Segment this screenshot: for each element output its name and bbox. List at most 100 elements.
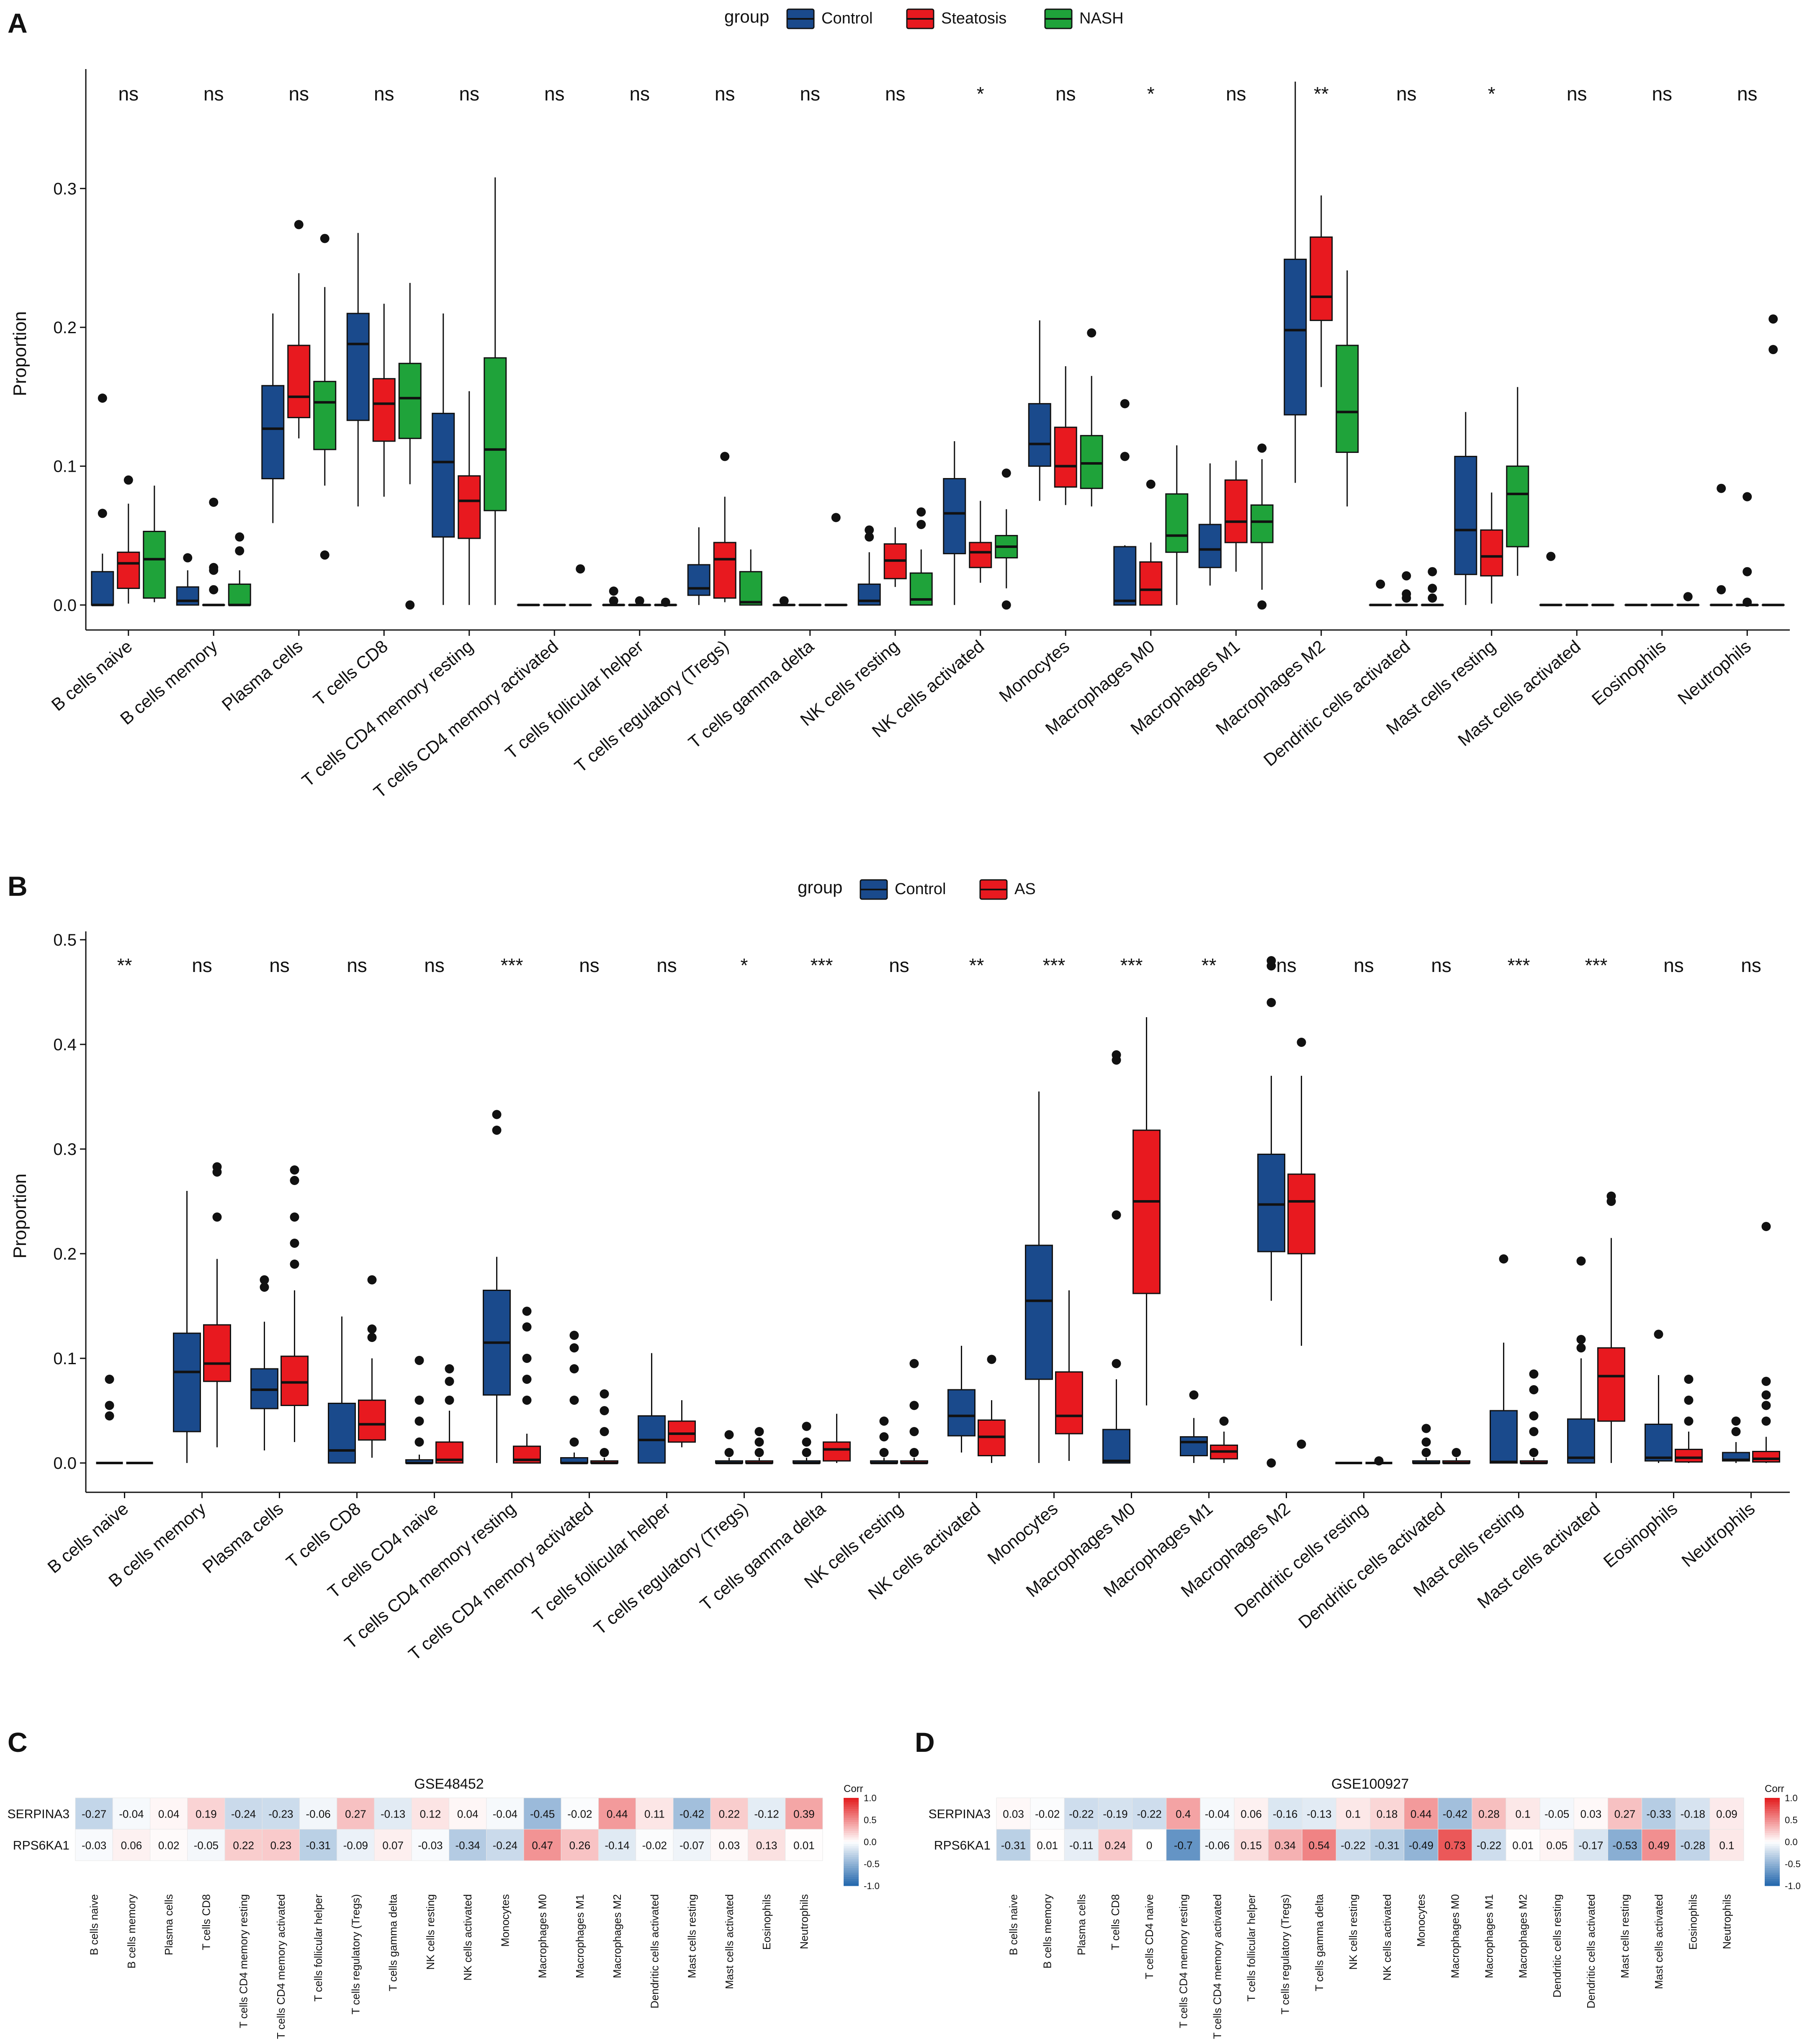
iqr-box <box>1454 455 1477 575</box>
box-nash <box>1165 445 1189 605</box>
legend-entry-control: Control <box>821 10 873 27</box>
heatmap-value-label: -0.02 <box>642 1839 667 1852</box>
heatmap-value-label: 0.1 <box>1346 1808 1361 1820</box>
colorbar-step <box>1765 1818 1780 1820</box>
significance-label: ns <box>374 83 394 105</box>
outlier-point <box>1112 1210 1121 1220</box>
colorbar-step <box>1765 1815 1780 1818</box>
significance-label: ns <box>1567 83 1587 105</box>
y-tick-label: 0.1 <box>53 458 77 476</box>
outlier-point <box>879 1432 889 1442</box>
colorbar-step <box>1765 1870 1780 1873</box>
box-as <box>1520 1369 1548 1464</box>
box-as <box>1055 1290 1083 1461</box>
colorbar-tick-label: -1.0 <box>1785 1881 1801 1891</box>
heatmap-cell <box>1302 1797 1336 1830</box>
iqr-box <box>1080 435 1103 489</box>
colorbar-step <box>844 1822 859 1825</box>
y-tick-label: 0.3 <box>53 180 77 198</box>
outlier-point <box>1768 314 1778 324</box>
colorbar-step <box>1765 1820 1780 1823</box>
y-tick-label: 0.3 <box>53 1140 77 1159</box>
significance-label: ** <box>1202 954 1217 976</box>
heatmap-cell <box>1030 1829 1065 1861</box>
colorbar-step <box>1765 1877 1780 1879</box>
heatmap-cell <box>411 1797 449 1830</box>
colorbar-step <box>1765 1839 1780 1842</box>
outlier-point <box>609 596 618 606</box>
box-as <box>978 1355 1006 1463</box>
colorbar-step <box>1765 1809 1780 1812</box>
box-steatosis <box>1310 195 1333 387</box>
outlier-point <box>414 1356 424 1365</box>
heatmap-cell <box>337 1829 375 1861</box>
box-as <box>1442 1448 1470 1464</box>
column-label-t-cells-gamma-delta: T cells gamma delta <box>387 1894 399 1991</box>
iqr-box <box>203 1324 231 1382</box>
iqr-box <box>739 571 762 606</box>
significance-label: ns <box>1652 83 1672 105</box>
outlier-point <box>1374 1456 1384 1466</box>
box-as <box>435 1364 463 1464</box>
significance-label: ns <box>288 83 309 105</box>
heatmap-value-label: 0.04 <box>158 1808 180 1820</box>
colorbar-step <box>1765 1853 1780 1856</box>
heatmap-cell <box>150 1829 188 1861</box>
colorbar-step <box>844 1879 859 1882</box>
heatmap-cell <box>1642 1829 1676 1861</box>
heatmap-cell <box>561 1797 599 1830</box>
box-control <box>638 1353 666 1464</box>
box-control <box>261 313 285 523</box>
outlier-point <box>1189 1390 1199 1400</box>
heatmap-cell <box>374 1797 412 1830</box>
heatmap-value-label: -0.22 <box>1137 1808 1161 1820</box>
outlier-point <box>865 532 874 542</box>
outlier-point <box>802 1422 811 1431</box>
heatmap-cell <box>187 1797 225 1830</box>
iqr-box <box>1336 345 1359 453</box>
heatmap-cell <box>748 1829 786 1861</box>
box-control <box>1028 320 1051 501</box>
box-as <box>1210 1417 1238 1463</box>
outlier-point <box>320 234 329 243</box>
outlier-point <box>414 1437 424 1447</box>
outlier-point <box>1606 1191 1616 1201</box>
colorbar-step <box>844 1851 859 1853</box>
heatmap-value-label: -0.05 <box>1544 1808 1569 1820</box>
colorbar-step <box>1765 1833 1780 1836</box>
box-control <box>1180 1390 1208 1463</box>
heatmap-value-label: -0.31 <box>306 1839 330 1852</box>
heatmap-value-label: 0.28 <box>1478 1808 1500 1820</box>
box-control <box>1567 1256 1595 1464</box>
heatmap-cell <box>75 1829 113 1861</box>
heatmap-cell <box>1676 1797 1710 1830</box>
box-as <box>1597 1191 1625 1463</box>
column-label-macrophages-m1: Macrophages M1 <box>574 1894 586 1978</box>
outlier-point <box>414 1417 424 1426</box>
significance-label: ns <box>889 954 909 976</box>
column-label-dendritic-cells-resting: Dendritic cells resting <box>1551 1894 1563 1998</box>
column-label-dendritic-cells-activated: Dendritic cells activated <box>648 1894 661 2008</box>
outlier-point <box>1428 593 1437 603</box>
heatmap-value-label: -0.03 <box>82 1839 106 1852</box>
outlier-point <box>1499 1254 1508 1264</box>
significance-label: ns <box>1226 83 1246 105</box>
heatmap-value-label: 0.26 <box>569 1839 591 1852</box>
iqr-box <box>1054 427 1077 488</box>
significance-label: ns <box>544 83 565 105</box>
box-control <box>405 1356 433 1464</box>
heatmap-value-label: -0.7 <box>1174 1839 1193 1852</box>
heatmap-value-label: 0.1 <box>1719 1839 1734 1852</box>
y-axis-label: Proportion <box>10 1173 30 1258</box>
outlier-point <box>1428 567 1437 576</box>
colorbar-step <box>1765 1811 1780 1814</box>
legend-entry-nash: NASH <box>1079 10 1124 27</box>
heatmap-cell <box>449 1797 487 1830</box>
heatmap-cell <box>1132 1797 1167 1830</box>
colorbar-step <box>1765 1868 1780 1871</box>
iqr-box <box>176 586 199 606</box>
outlier-point <box>1529 1448 1539 1457</box>
iqr-box <box>1028 403 1051 467</box>
colorbar-step <box>1765 1846 1780 1849</box>
